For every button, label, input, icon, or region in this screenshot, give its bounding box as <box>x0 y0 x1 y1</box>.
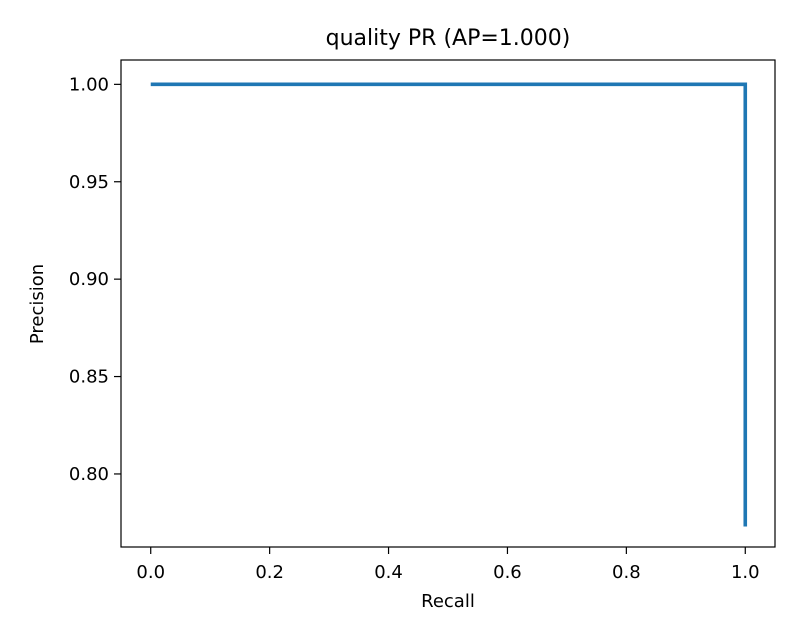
chart-title: quality PR (AP=1.000) <box>326 26 571 51</box>
y-tick-label-0: 0.80 <box>69 464 109 485</box>
y-tick-label-1: 0.85 <box>69 367 109 388</box>
x-tick-label-2: 0.4 <box>374 562 403 583</box>
x-tick-label-3: 0.6 <box>493 562 522 583</box>
x-axis-label: Recall <box>421 591 475 612</box>
x-axis-ticks: 0.0 0.2 0.4 0.6 0.8 1.0 <box>136 547 760 583</box>
y-tick-label-3: 0.95 <box>69 172 109 193</box>
y-axis-ticks: 0.80 0.85 0.90 0.95 1.00 <box>69 74 121 485</box>
y-axis-label: Precision <box>27 264 48 344</box>
plot-area <box>120 59 776 548</box>
x-tick-label-5: 1.0 <box>731 562 760 583</box>
y-tick-label-2: 0.90 <box>69 269 109 290</box>
y-tick-label-4: 1.00 <box>69 74 109 95</box>
x-tick-label-1: 0.2 <box>255 562 284 583</box>
plot-frame <box>120 59 776 548</box>
x-tick-label-4: 0.8 <box>612 562 641 583</box>
series-layer <box>150 82 748 527</box>
series-line-0 <box>150 82 748 527</box>
x-tick-label-0: 0.0 <box>136 562 165 583</box>
